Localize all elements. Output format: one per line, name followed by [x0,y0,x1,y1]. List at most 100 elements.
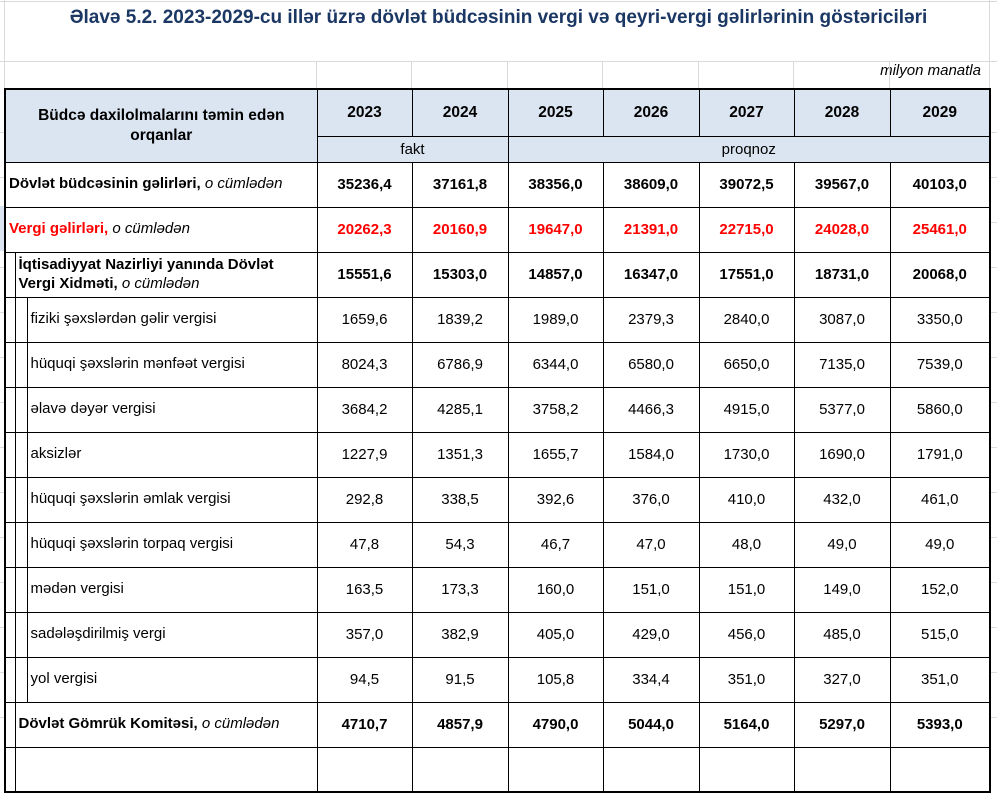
forecast-scope-cell: proqnoz [507,135,991,163]
value-cell: 1584,0 [602,431,700,478]
value-cell: 4915,0 [698,386,795,433]
budget-table: Büdcə daxilolmalarını təmin edən orqanla… [4,88,992,793]
table-row: Dövlət Gömrük Komitəsi, o cümlədən 4710,7… [4,701,991,748]
value-cell: 15303,0 [411,251,509,298]
gridline [602,61,603,88]
row-label-text: yol vergisi [30,670,98,688]
value-cell: 4790,0 [507,701,604,748]
value-cell: 515,0 [889,611,991,658]
gridline [793,61,794,88]
indent-cell [4,251,16,298]
value-cell: 94,5 [316,656,413,703]
value-cell: 151,0 [698,566,795,613]
row-label-text: fiziki şəxslərdən gəlir vergisi [30,310,217,328]
value-cell: 20068,0 [889,251,991,298]
value-cell: 3087,0 [793,296,891,343]
gridline [316,61,317,88]
year-header-2026: 2026 [602,88,700,137]
value-cell [793,746,891,793]
table-row: hüquqi şəxslərin torpaq vergisi 47,8 54,3 4… [4,521,991,568]
value-cell: 160,0 [507,566,604,613]
indent-cell [14,386,28,433]
value-cell: 18731,0 [793,251,891,298]
value-cell: 6786,9 [411,341,509,388]
value-cell: 1730,0 [698,431,795,478]
value-cell: 38356,0 [507,161,604,208]
indent-cell [4,746,16,793]
row-label-text: İqtisadiyyat Nazirliyi yanında Dövlət Ve… [18,255,274,292]
row-label: Vergi gəlirləri, o cümlədən [4,206,318,253]
org-header-cell: Büdcə daxilolmalarını təmin edən orqanla… [4,88,318,163]
row-label: Dövlət Gömrük Komitəsi, o cümlədən [14,701,318,748]
indent-cell [14,341,28,388]
value-cell: 24028,0 [793,206,891,253]
value-cell: 47,0 [602,521,700,568]
value-cell: 3350,0 [889,296,991,343]
row-label: əlavə dəyər vergisi [26,386,318,433]
value-cell: 405,0 [507,611,604,658]
fact-scope-cell: fakt [316,135,509,163]
row-label: mədən vergisi [26,566,318,613]
gridline [507,61,508,88]
value-cell: 20262,3 [316,206,413,253]
indent-cell [4,656,16,703]
value-cell: 1655,7 [507,431,604,478]
unit-note: milyon manatla [880,62,981,79]
row-label-text: əlavə dəyər vergisi [30,400,156,418]
row-label: Dövlət büdcəsinin gəlirləri, o cümlədən [4,161,318,208]
indent-cell [4,341,16,388]
value-cell: 91,5 [411,656,509,703]
value-cell: 35236,4 [316,161,413,208]
row-label: aksizlər [26,431,318,478]
value-cell: 173,3 [411,566,509,613]
indent-cell [4,611,16,658]
indent-cell [4,701,16,748]
value-cell: 357,0 [316,611,413,658]
value-cell: 392,6 [507,476,604,523]
year-header-2027: 2027 [698,88,795,137]
row-label-text: hüquqi şəxslərin əmlak vergisi [30,490,231,508]
indent-cell [4,296,16,343]
value-cell: 5297,0 [793,701,891,748]
indent-cell [14,431,28,478]
row-label-text: hüquqi şəxslərin torpaq vergisi [30,535,234,553]
indent-cell [4,566,16,613]
value-cell: 432,0 [793,476,891,523]
value-cell: 37161,8 [411,161,509,208]
value-cell: 1791,0 [889,431,991,478]
table-row: yol vergisi 94,5 91,5 105,8 334,4 351,0 327,0 3… [4,656,991,703]
indent-cell [14,566,28,613]
value-cell: 48,0 [698,521,795,568]
indent-cell [4,431,16,478]
year-header-row: Büdcə daxilolmalarını təmin edən orqanla… [4,88,991,163]
row-label-suffix: o cümlədən [204,175,283,193]
year-header-2023: 2023 [316,88,413,137]
value-cell: 5860,0 [889,386,991,433]
value-cell: 152,0 [889,566,991,613]
value-cell [602,746,700,793]
value-cell: 1227,9 [316,431,413,478]
value-cell: 16347,0 [602,251,700,298]
row-label-suffix: o cümlədən [121,274,200,292]
value-cell [889,746,991,793]
row-label: hüquqi şəxslərin torpaq vergisi [26,521,318,568]
value-cell: 292,8 [316,476,413,523]
indent-cell [4,386,16,433]
indent-cell [14,296,28,343]
value-cell: 54,3 [411,521,509,568]
row-label: hüquqi şəxslərin əmlak vergisi [26,476,318,523]
value-cell [507,746,604,793]
value-cell: 7135,0 [793,341,891,388]
table-row: Vergi gəlirləri, o cümlədən 20262,3 20160,… [4,206,991,253]
row-label [14,746,318,793]
row-label-text: sadələşdirilmiş vergi [30,625,166,643]
value-cell: 351,0 [698,656,795,703]
value-cell: 461,0 [889,476,991,523]
value-cell: 105,8 [507,656,604,703]
value-cell: 376,0 [602,476,700,523]
value-cell: 485,0 [793,611,891,658]
table-row [4,746,991,793]
table-row: əlavə dəyər vergisi 3684,2 4285,1 3758,2 446… [4,386,991,433]
row-label-text: mədən vergisi [30,580,124,598]
table-row: fiziki şəxslərdən gəlir vergisi 1659,6 183… [4,296,991,343]
